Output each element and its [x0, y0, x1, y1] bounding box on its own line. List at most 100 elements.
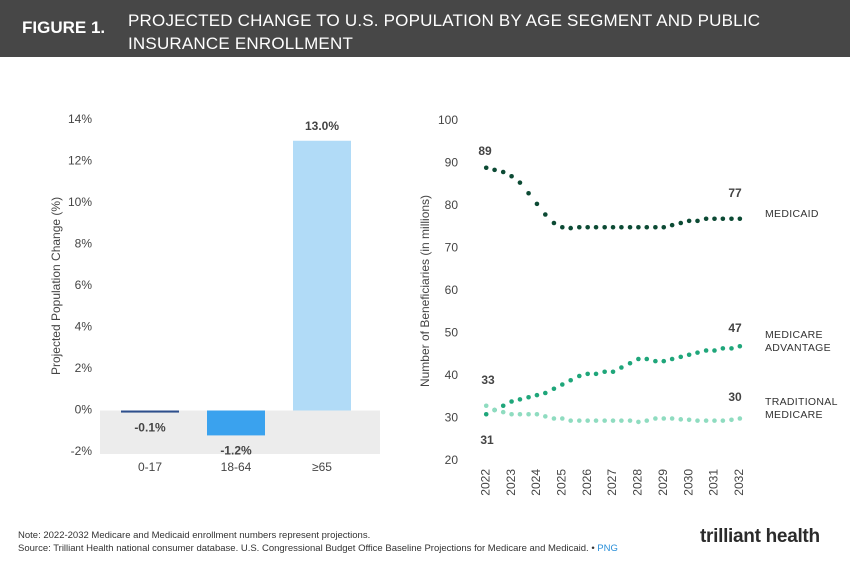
dot	[653, 416, 658, 421]
dot	[560, 224, 565, 230]
end-label: 30	[728, 390, 742, 404]
dot	[534, 392, 540, 398]
end-label: 89	[478, 144, 492, 158]
dot	[737, 343, 743, 349]
dot	[534, 411, 540, 417]
dot	[678, 354, 684, 360]
x-tick-label: 2032	[732, 469, 746, 496]
dot	[593, 418, 599, 423]
separator: •	[591, 543, 595, 554]
dot	[483, 165, 489, 171]
dot	[517, 397, 523, 402]
dot	[720, 346, 726, 351]
dot	[602, 224, 607, 230]
x-tick-label: 2029	[656, 469, 670, 496]
x-tick-label: 0-17	[138, 460, 162, 474]
dot	[551, 220, 557, 226]
y-tick-label: 14%	[68, 112, 92, 126]
dot	[568, 377, 573, 383]
figure-number: FIGURE 1.	[22, 18, 106, 37]
dot	[627, 224, 633, 230]
x-tick-label: 2030	[681, 469, 695, 496]
dot	[678, 220, 684, 226]
y-tick-label: 70	[445, 241, 459, 255]
dot	[712, 418, 717, 423]
dot	[602, 369, 607, 375]
dot	[720, 216, 726, 222]
dot	[500, 409, 506, 415]
dot	[669, 416, 675, 421]
x-tick-label: 18-64	[221, 460, 252, 474]
dot	[712, 216, 717, 222]
dot	[585, 418, 590, 423]
y-tick-label: 80	[445, 198, 459, 212]
x-tick-label: 2028	[631, 469, 645, 496]
dot	[627, 360, 633, 366]
dot	[695, 218, 700, 224]
dot	[729, 216, 734, 222]
end-label: 33	[481, 373, 495, 387]
dot	[483, 411, 489, 417]
y-tick-label: 100	[438, 113, 458, 127]
dot	[610, 224, 616, 230]
png-link[interactable]: PNG	[597, 543, 618, 554]
dot	[661, 416, 667, 421]
source-line: Source: Trilliant Health national consum…	[18, 542, 618, 555]
y-tick-label: 10%	[68, 195, 92, 209]
x-tick-label: 2024	[529, 469, 543, 496]
dot	[619, 365, 624, 370]
dot	[526, 190, 531, 196]
y-tick-label: 50	[445, 326, 459, 340]
dot	[543, 390, 548, 396]
y-tick-label: 8%	[75, 237, 93, 251]
dot	[644, 224, 650, 230]
dot	[509, 411, 514, 417]
dot	[560, 416, 565, 421]
dot	[492, 407, 497, 413]
dot	[712, 348, 717, 353]
dot	[729, 417, 734, 423]
dot	[610, 369, 616, 375]
bar	[207, 410, 265, 436]
dot	[636, 356, 641, 362]
dot	[619, 418, 624, 423]
dot	[610, 418, 616, 423]
dot	[517, 180, 523, 185]
source: Source: Trilliant Health national consum…	[18, 543, 589, 554]
y-tick-label: 12%	[68, 154, 92, 168]
dot	[619, 224, 624, 230]
dot	[695, 350, 700, 355]
dot	[653, 224, 658, 230]
dot	[577, 373, 582, 379]
header: FIGURE 1. PROJECTED CHANGE TO U.S. POPUL…	[0, 0, 850, 57]
dot	[526, 394, 531, 400]
dot	[517, 411, 523, 417]
y-tick-label: 40	[445, 368, 459, 382]
bar	[121, 410, 179, 413]
series-label: TRADITIONAL MEDICARE	[765, 396, 838, 421]
dot	[636, 419, 641, 425]
dot	[653, 358, 658, 364]
end-label: 47	[728, 321, 742, 335]
dot	[543, 414, 548, 419]
dot	[678, 417, 684, 422]
dot	[686, 417, 692, 423]
x-tick-label: 2027	[605, 469, 619, 496]
dot	[729, 346, 734, 351]
dot	[669, 222, 675, 228]
dot	[492, 167, 497, 173]
bar	[293, 140, 351, 411]
dot	[483, 403, 489, 409]
dot	[703, 348, 709, 353]
y-tick-label: -2%	[71, 444, 93, 458]
x-tick-label: 2025	[554, 469, 568, 496]
dot	[585, 224, 590, 230]
dot	[661, 358, 667, 364]
x-tick-label: 2023	[504, 469, 518, 496]
dot	[627, 418, 633, 423]
dot	[593, 371, 599, 377]
x-tick-label: ≥65	[312, 460, 332, 474]
value-label: -0.1%	[134, 421, 166, 435]
y-tick-label: 2%	[75, 361, 93, 375]
